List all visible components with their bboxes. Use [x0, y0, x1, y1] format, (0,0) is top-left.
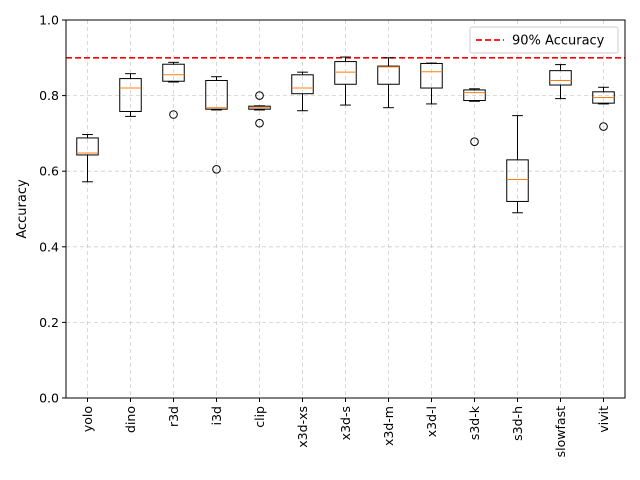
x-tick-label: yolo: [80, 406, 95, 432]
box-s3d-h: [506, 115, 529, 214]
x-ticks-layer: yolo dino r3d i3d clip x3d-xs x3d-s x3d-m x3d-l s…: [80, 398, 611, 457]
legend-box: [469, 26, 619, 54]
box-iqr: [420, 62, 443, 89]
box-dino: [119, 73, 142, 117]
box-clip: [248, 91, 271, 128]
box-iqr: [205, 79, 228, 110]
box-slowfast: [549, 64, 572, 100]
x-tick-label: s3d-h: [510, 406, 525, 441]
outlier-point: [212, 165, 221, 174]
legend-label: 90% Accuracy: [512, 34, 605, 49]
y-tick-label: 0.6: [39, 164, 59, 179]
box-iqr: [549, 70, 572, 86]
box-x3d-xs: [291, 71, 314, 112]
box-yolo: [76, 134, 99, 183]
box-s3d-k: [463, 88, 486, 147]
outlier-point: [255, 91, 264, 100]
box-iqr: [506, 159, 529, 202]
x-tick-label: x3d-l: [424, 406, 439, 437]
outlier-point: [255, 118, 264, 128]
box-iqr: [334, 61, 357, 85]
outlier-point: [599, 122, 608, 131]
x-tick-label: x3d-s: [338, 406, 353, 440]
outlier-point: [470, 137, 479, 147]
x-tick-label: r3d: [166, 406, 181, 427]
box-iqr: [377, 65, 400, 85]
x-tick-label: s3d-k: [467, 405, 482, 440]
box-r3d: [162, 61, 185, 119]
box-iqr: [291, 74, 314, 95]
y-tick-label: 0.8: [39, 88, 59, 103]
box-vivit: [592, 86, 615, 131]
y-tick-label: 0.2: [39, 315, 59, 330]
x-tick-label: dino: [123, 406, 138, 433]
y-tick-label: 0.4: [39, 239, 59, 254]
box-x3d-m: [377, 57, 400, 109]
x-tick-label: clip: [252, 406, 267, 428]
y-axis-label: Accuracy: [15, 179, 30, 239]
x-tick-label: x3d-m: [381, 406, 396, 446]
box-x3d-l: [420, 62, 443, 105]
x-tick-label: x3d-xs: [295, 406, 310, 448]
box-x3d-s: [334, 56, 357, 106]
x-tick-label: vivit: [596, 406, 611, 433]
box-iqr: [162, 63, 185, 82]
box-iqr: [76, 137, 99, 156]
x-tick-label: slowfast: [553, 406, 568, 457]
y-tick-label: 0.0: [39, 391, 59, 406]
grid-layer: [66, 19, 625, 399]
y-tick-label: 1.0: [39, 13, 59, 28]
x-tick-label: i3d: [209, 406, 224, 425]
boxes-layer: [76, 56, 615, 214]
box-iqr: [119, 78, 142, 112]
outlier-point: [169, 110, 178, 119]
y-ticks-layer: 0.0 0.2 0.4 0.6 0.8 1.0: [39, 13, 66, 406]
box-iqr: [463, 89, 486, 102]
legend: 90% Accuracy: [469, 26, 619, 54]
box-i3d: [205, 76, 228, 174]
